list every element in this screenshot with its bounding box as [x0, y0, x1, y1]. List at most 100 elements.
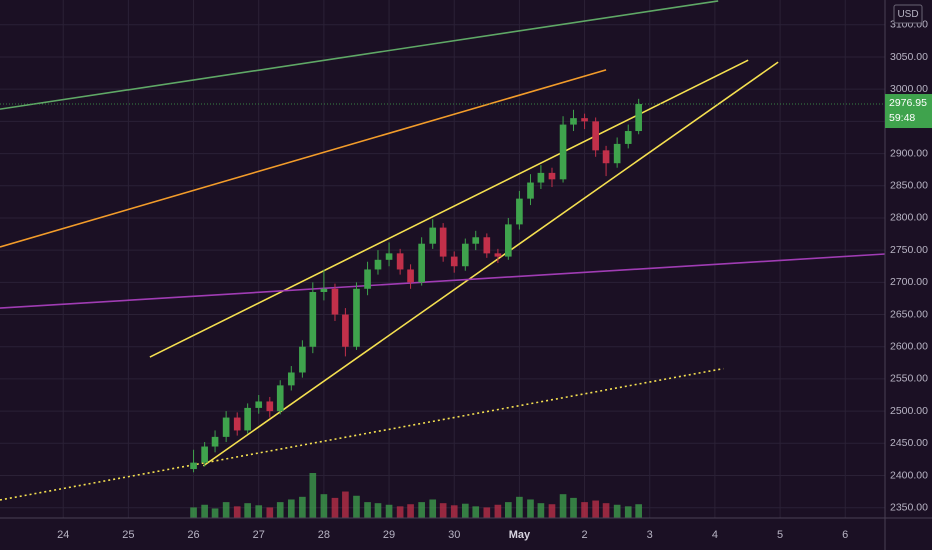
volume-bar	[602, 503, 610, 518]
candle-body	[266, 401, 274, 412]
volume-bar	[331, 497, 339, 518]
x-tick-label: 3	[647, 529, 653, 541]
candle-body	[364, 269, 371, 289]
candle-body	[602, 150, 610, 164]
volume-bar	[320, 494, 328, 518]
x-tick-label: 6	[842, 529, 848, 541]
volume-bar	[527, 499, 534, 518]
candle-body	[450, 256, 458, 267]
volume-bar	[309, 473, 317, 518]
volume-bar	[613, 504, 621, 518]
y-tick-label: 2700.00	[890, 276, 928, 288]
volume-bar	[504, 502, 512, 518]
y-tick-label: 2600.00	[890, 341, 928, 353]
x-tick-label: 2	[582, 529, 588, 541]
candle-body	[201, 446, 208, 463]
last-price: 2976.95	[889, 97, 927, 109]
candle-body	[374, 259, 382, 270]
volume-bar	[418, 502, 425, 518]
candle-body	[504, 224, 512, 257]
volume-bar	[396, 506, 404, 518]
volume-bar	[494, 504, 502, 518]
candle-body	[592, 121, 599, 151]
trend-line	[0, 0, 719, 110]
y-tick-label: 3050.00	[890, 51, 928, 63]
candle-body	[613, 143, 621, 164]
price-label-box	[885, 94, 932, 129]
volume-bar	[635, 504, 642, 518]
volume-bar	[581, 502, 588, 518]
y-tick-label: 2750.00	[890, 244, 928, 256]
candle-body	[407, 269, 414, 283]
candle-body	[537, 172, 545, 183]
volume-bar	[429, 499, 437, 518]
y-tick-label: 2650.00	[890, 308, 928, 320]
volume-bar	[592, 500, 599, 518]
volume-bar	[624, 506, 632, 518]
x-tick-label: 25	[122, 529, 134, 541]
volume-bar	[407, 504, 414, 518]
volume-bar	[299, 496, 306, 518]
y-tick-label: 2400.00	[890, 469, 928, 481]
currency-badge[interactable]	[893, 4, 923, 24]
y-tick-label: 2500.00	[890, 405, 928, 417]
countdown: 59:48	[889, 112, 915, 124]
candle-body	[385, 253, 393, 260]
candle-body	[309, 291, 317, 347]
candle-body	[527, 182, 534, 199]
candle-body	[396, 253, 404, 270]
y-tick-label: 3000.00	[890, 83, 928, 95]
candle-body	[548, 172, 556, 180]
x-tick-label: 4	[712, 529, 718, 541]
volume-bar	[233, 506, 241, 518]
candle-body	[624, 131, 632, 144]
volume-bar	[461, 503, 469, 518]
candle-body	[581, 118, 588, 122]
currency: USD	[897, 9, 918, 20]
candle-body	[461, 243, 469, 267]
y-tick-label: 2800.00	[890, 212, 928, 224]
candle-body	[559, 124, 567, 180]
candle-body	[244, 407, 251, 431]
volume-bar	[385, 504, 393, 518]
x-tick-label: 5	[777, 529, 783, 541]
volume-bar	[374, 503, 382, 518]
candle-body	[287, 372, 295, 386]
volume-bar	[559, 494, 567, 518]
volume-bar	[211, 508, 219, 518]
volume-bar	[516, 496, 523, 518]
volume-bar	[364, 502, 371, 518]
volume-bar	[483, 507, 491, 518]
volume-bar	[201, 504, 208, 518]
x-tick-label: 27	[253, 529, 265, 541]
trend-line	[202, 61, 779, 467]
plot	[0, 0, 886, 518]
candle-body	[211, 436, 219, 447]
candle-body	[222, 417, 230, 437]
volume-bar	[353, 495, 360, 518]
x-tick-label: 24	[57, 529, 69, 541]
y-tick-label: 2450.00	[890, 437, 928, 449]
candle-body	[276, 385, 284, 412]
x-tick-label: 26	[187, 529, 199, 541]
candle-body	[516, 198, 523, 225]
candle-body	[255, 401, 263, 408]
volume-bar	[472, 506, 480, 518]
candle-body	[233, 417, 241, 431]
candle-body	[190, 462, 197, 470]
x-tick-label: 30	[448, 529, 460, 541]
candle-body	[429, 227, 437, 244]
candle-body	[570, 118, 577, 125]
volume-bar	[439, 503, 447, 518]
y-tick-label: 2850.00	[890, 180, 928, 192]
candle-body	[494, 253, 502, 257]
candle-body	[353, 288, 360, 347]
x-tick-label: 29	[383, 529, 395, 541]
volume-bar	[342, 491, 349, 518]
volume-bar	[570, 497, 577, 518]
candle-body	[483, 237, 491, 254]
time-axis	[0, 518, 932, 550]
